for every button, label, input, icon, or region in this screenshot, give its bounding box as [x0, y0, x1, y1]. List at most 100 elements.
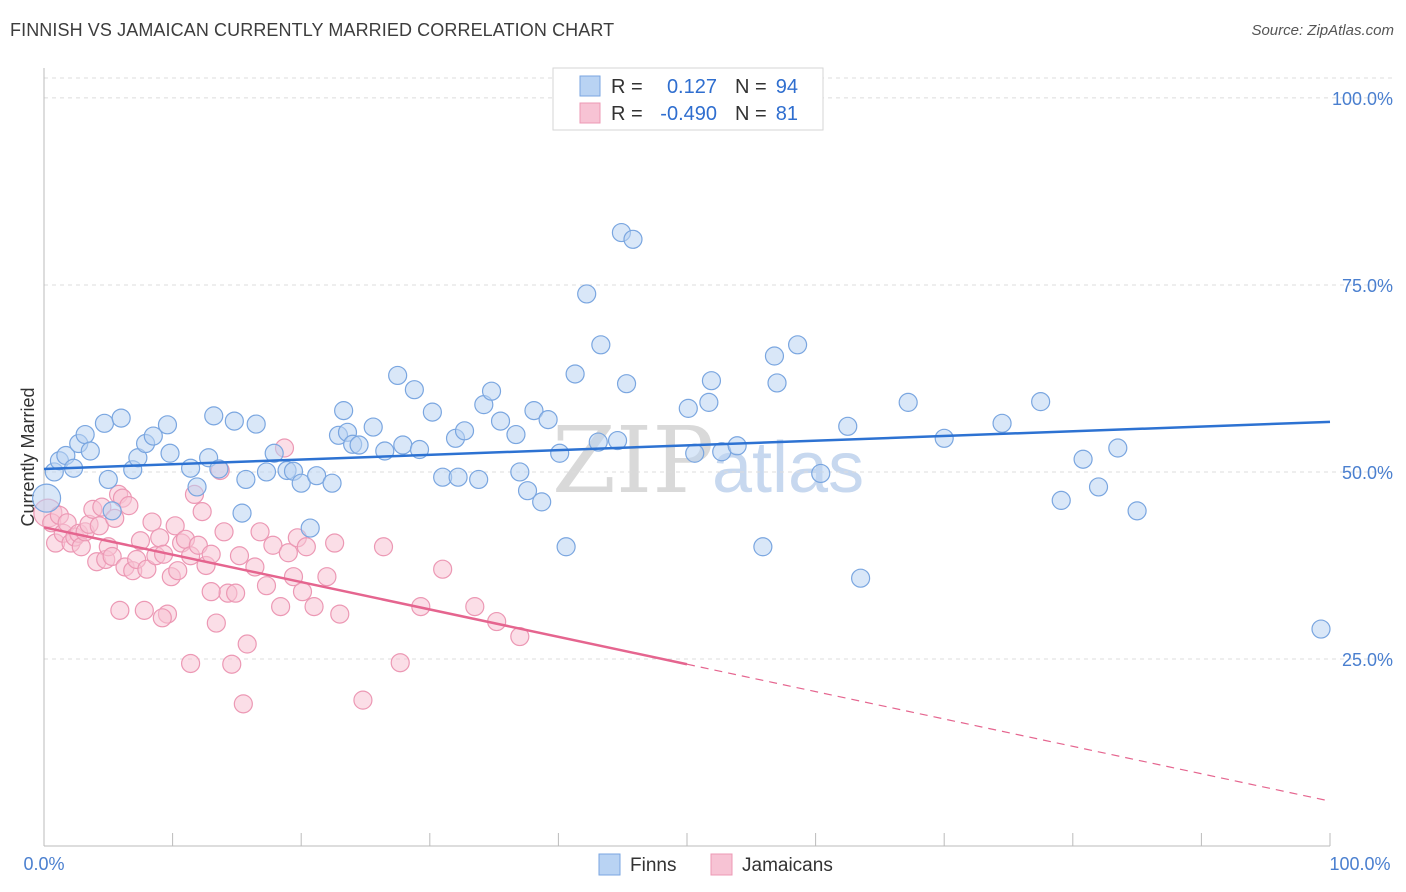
jamaicans-point: [152, 608, 172, 628]
finns-point: [591, 335, 611, 355]
finns-point: [787, 335, 808, 355]
finns-point: [1127, 501, 1147, 521]
jamaicans-point: [206, 613, 226, 633]
series-legend: Finns Jamaicans: [598, 853, 833, 876]
finns-point: [517, 481, 538, 501]
finns-point: [102, 501, 122, 521]
jamaicans-point: [271, 597, 291, 617]
finns-point: [510, 462, 530, 482]
y-tick-label: 25.0%: [1342, 650, 1393, 670]
finns-point: [678, 398, 698, 418]
finns-point: [80, 441, 100, 461]
jamaicans-point: [433, 559, 453, 579]
legend-label-finns: Finns: [630, 855, 676, 876]
finns-point: [143, 426, 163, 446]
finns-point: [506, 424, 526, 445]
legend-swatch-jamaicans: [579, 102, 601, 124]
jamaicans-point: [214, 522, 234, 542]
finns-point: [264, 443, 284, 463]
jamaicans-point: [222, 654, 242, 674]
x-tick-label-max: 100.0%: [1329, 854, 1390, 874]
jamaicans-point: [102, 546, 122, 567]
y-axis-label: Currently Married: [18, 387, 38, 526]
jamaicans-point: [237, 634, 257, 654]
finns-point: [565, 364, 585, 384]
jamaicans-point: [317, 567, 337, 587]
y-tick-label: 100.0%: [1332, 89, 1393, 109]
finns-point: [363, 417, 383, 437]
jamaicans-point: [256, 576, 277, 596]
finns-point: [1031, 392, 1051, 412]
legend-swatch-finns-bottom: [598, 853, 621, 876]
jamaicans-point: [325, 533, 345, 553]
legend-r-value-finns: 0.127: [667, 76, 717, 98]
jamaicans-point: [296, 537, 316, 557]
finns-point: [490, 411, 511, 431]
finns-point: [31, 483, 62, 513]
finns-point: [538, 409, 558, 430]
y-tick-label: 50.0%: [1342, 463, 1393, 483]
finns-point: [588, 432, 608, 452]
finns-point: [623, 229, 643, 249]
finns-point: [550, 443, 570, 463]
finns-point: [469, 469, 489, 490]
finns-point: [556, 537, 576, 557]
legend-r-label-finns: R =: [611, 76, 643, 98]
finns-point: [616, 374, 637, 394]
finns-point: [898, 392, 918, 412]
finns-point: [992, 413, 1012, 433]
finns-point: [753, 537, 773, 557]
jamaicans-point: [165, 516, 185, 536]
finns-point: [334, 401, 354, 421]
finns-point: [481, 381, 502, 401]
finns-point: [454, 421, 475, 441]
y-tick-label: 75.0%: [1342, 276, 1393, 296]
chart-title: FINNISH VS JAMAICAN CURRENTLY MARRIED CO…: [10, 20, 615, 40]
finns-point: [699, 392, 719, 412]
legend-r-label-jamaicans: R =: [611, 103, 643, 125]
finns-point: [307, 466, 327, 486]
finns-point: [291, 473, 311, 493]
jamaicans-point: [168, 561, 188, 581]
finns-point: [727, 436, 747, 456]
source-credit: Source: ZipAtlas.com: [1251, 22, 1394, 39]
legend-n-value-finns: 94: [776, 76, 798, 98]
jamaicans-point: [130, 531, 151, 551]
finns-point: [393, 435, 413, 455]
jamaicans-point: [226, 583, 246, 603]
jamaicans-trend-extension: [686, 663, 1331, 802]
finns-point: [1051, 490, 1071, 510]
finns-point: [75, 424, 95, 445]
jamaicans-point: [292, 582, 313, 602]
gridlines: [44, 77, 1394, 660]
jamaicans-point: [229, 546, 250, 566]
jamaicans-point: [250, 522, 270, 542]
finns-point: [157, 415, 178, 435]
finns-point: [448, 467, 468, 487]
jamaicans-point: [233, 694, 253, 714]
jamaicans-point: [89, 516, 109, 536]
finns-point: [1088, 477, 1109, 497]
finns-point: [181, 458, 201, 478]
finns-point: [811, 463, 831, 484]
jamaicans-point: [465, 597, 485, 617]
jamaicans-point: [134, 600, 154, 620]
finns-point: [224, 411, 244, 431]
finns-point: [388, 365, 408, 386]
finns-point: [187, 477, 207, 497]
jamaicans-point: [142, 512, 162, 532]
jamaicans-point: [119, 496, 139, 516]
jamaicans-point: [304, 597, 324, 617]
finns-point: [838, 416, 858, 436]
legend-swatch-finns: [579, 75, 601, 97]
finns-point: [204, 406, 224, 426]
jamaicans-point: [150, 528, 170, 548]
jamaicans-point: [373, 537, 394, 557]
finns-point: [422, 402, 442, 422]
trend-lines: [43, 420, 1331, 802]
finns-point: [322, 473, 342, 493]
finns-point: [1108, 438, 1128, 458]
finns-point: [934, 428, 954, 448]
finns-point: [98, 469, 118, 490]
